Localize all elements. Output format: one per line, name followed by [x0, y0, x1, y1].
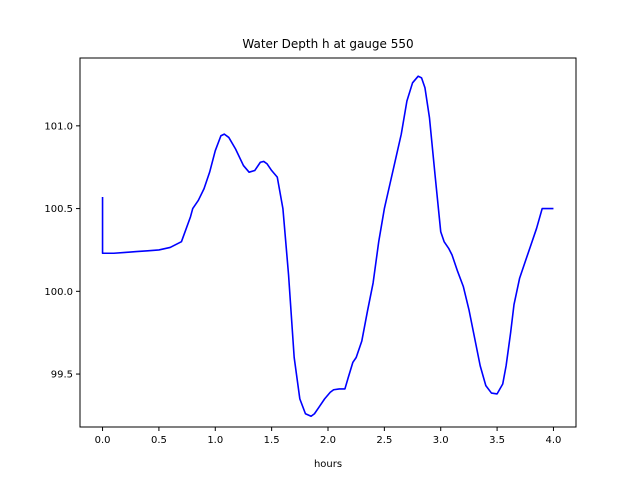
x-tick-label: 1.5 [264, 435, 280, 446]
x-tick-label: 3.0 [433, 435, 449, 446]
x-tick-label: 2.5 [376, 435, 392, 446]
y-tick-label: 99.5 [51, 370, 73, 381]
x-tick-label: 0.0 [95, 435, 111, 446]
x-tick-label: 2.0 [320, 435, 336, 446]
chart-title: Water Depth h at gauge 550 [242, 37, 413, 51]
series-line-0 [101, 75, 554, 418]
y-axis: 99.5 100.0 100.5 101.0 [44, 121, 80, 381]
x-tick-label: 4.0 [546, 435, 562, 446]
y-tick-label: 100.0 [44, 287, 73, 298]
x-axis-label: hours [314, 459, 342, 470]
y-tick-label: 100.5 [44, 204, 73, 215]
plot-area [80, 58, 576, 427]
plot-frame [79, 57, 577, 428]
x-axis: 0.0 0.5 1.0 1.5 2.0 2.5 3.0 3.5 4.0 [95, 427, 562, 446]
x-tick-label: 3.5 [489, 435, 505, 446]
x-tick-label: 0.5 [151, 435, 167, 446]
x-tick-label: 1.0 [207, 435, 223, 446]
series-layer [101, 75, 554, 418]
y-tick-label: 101.0 [44, 121, 73, 132]
